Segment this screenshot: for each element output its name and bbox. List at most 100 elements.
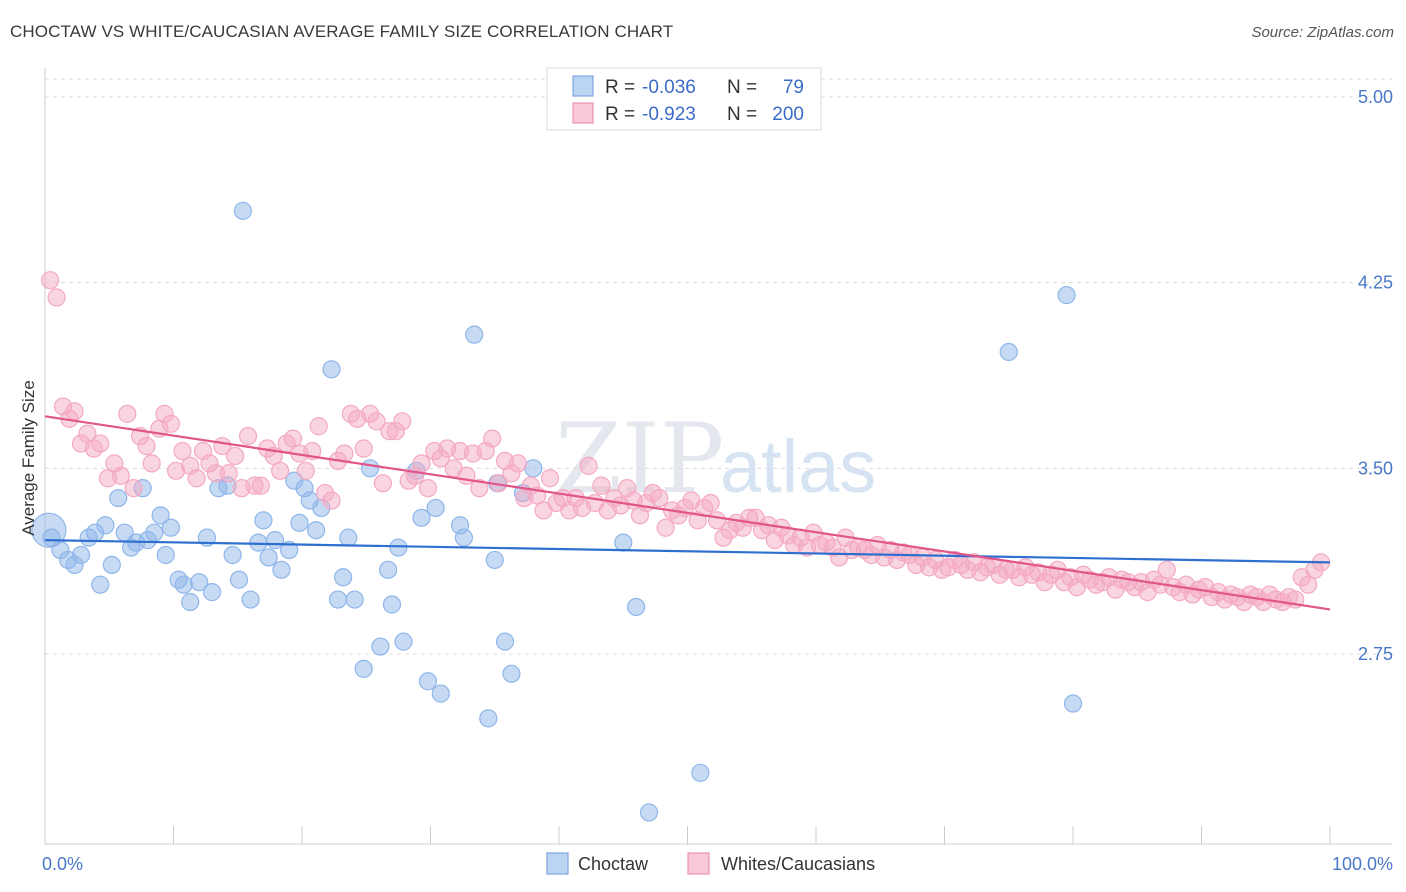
data-point bbox=[226, 446, 245, 466]
data-point bbox=[322, 360, 341, 379]
legend-n-value-choctaw: 79 bbox=[783, 77, 804, 98]
source-credit: Source: ZipAtlas.com bbox=[1251, 24, 1394, 41]
data-point bbox=[124, 479, 143, 498]
x-tick-label-left: 0.0% bbox=[42, 854, 83, 874]
legend-n-label-choctaw: N = bbox=[727, 77, 757, 98]
data-point bbox=[579, 456, 598, 475]
data-point bbox=[1063, 694, 1083, 713]
legend-r-label-choctaw: R = bbox=[605, 77, 635, 98]
data-point bbox=[142, 454, 161, 473]
data-point bbox=[161, 518, 181, 537]
data-point bbox=[339, 528, 358, 547]
data-point bbox=[354, 439, 373, 458]
data-point bbox=[241, 590, 260, 609]
data-point bbox=[373, 474, 393, 493]
bottom-legend-swatch-whites bbox=[687, 852, 710, 875]
data-point bbox=[495, 632, 515, 651]
y-tick-label: 5.00 bbox=[1358, 87, 1393, 107]
data-point bbox=[378, 560, 398, 579]
data-point bbox=[656, 518, 675, 537]
data-point bbox=[102, 555, 121, 574]
data-point bbox=[118, 404, 137, 423]
data-point bbox=[457, 466, 476, 485]
data-point bbox=[296, 461, 315, 480]
x-tick-label-right: 100.0% bbox=[1332, 854, 1393, 874]
data-point bbox=[418, 672, 438, 691]
data-point bbox=[426, 498, 445, 518]
data-point bbox=[465, 325, 484, 344]
data-point bbox=[639, 803, 659, 822]
legend-n-label-whites: N = bbox=[727, 104, 757, 125]
data-point bbox=[322, 491, 341, 510]
data-point bbox=[1157, 560, 1176, 579]
legend-swatch-choctaw bbox=[572, 75, 594, 97]
data-point bbox=[96, 516, 115, 535]
data-point bbox=[229, 570, 249, 589]
data-point bbox=[47, 288, 66, 307]
data-point bbox=[190, 573, 209, 592]
data-point bbox=[691, 763, 710, 782]
data-point bbox=[367, 412, 386, 431]
data-point bbox=[251, 476, 270, 495]
data-point-large bbox=[31, 512, 67, 548]
data-point bbox=[382, 595, 402, 614]
data-point bbox=[307, 521, 326, 540]
data-point bbox=[151, 506, 170, 525]
data-point bbox=[290, 513, 309, 532]
data-point bbox=[71, 545, 91, 565]
data-point bbox=[145, 523, 164, 542]
data-point bbox=[174, 575, 193, 594]
series-choctaw-points bbox=[42, 201, 1083, 822]
stats-legend: R = -0.036 N = 79 R = -0.923 N = 200 bbox=[546, 67, 822, 131]
y-tick-label: 2.75 bbox=[1358, 644, 1393, 664]
data-point bbox=[280, 540, 299, 560]
data-point bbox=[354, 659, 373, 678]
data-point bbox=[334, 568, 353, 587]
data-point bbox=[137, 436, 156, 456]
data-point bbox=[259, 548, 278, 567]
data-point bbox=[272, 560, 291, 579]
bottom-legend-label-choctaw: Choctaw bbox=[578, 854, 649, 874]
data-point bbox=[701, 493, 720, 513]
legend-r-value-choctaw: -0.036 bbox=[642, 77, 696, 98]
data-point bbox=[508, 454, 527, 473]
watermark-atlas: atlas bbox=[720, 425, 876, 508]
data-point bbox=[219, 464, 238, 483]
data-point bbox=[1057, 285, 1076, 305]
data-point bbox=[394, 632, 413, 651]
data-point bbox=[540, 469, 560, 488]
data-point bbox=[91, 575, 110, 594]
legend-r-value-whites: -0.923 bbox=[642, 104, 696, 125]
data-point bbox=[65, 402, 84, 421]
y-tick-label: 3.50 bbox=[1358, 458, 1393, 478]
data-point bbox=[389, 538, 408, 557]
data-point bbox=[173, 441, 192, 461]
bottom-legend-label-whites: Whites/Caucasians bbox=[721, 854, 875, 874]
data-point bbox=[254, 511, 273, 530]
data-point bbox=[223, 545, 242, 565]
data-point bbox=[524, 459, 543, 478]
data-point bbox=[999, 342, 1018, 362]
series-legend: Choctaw Whites/Caucasians bbox=[546, 852, 875, 875]
data-point bbox=[361, 459, 380, 478]
data-point bbox=[614, 533, 633, 552]
data-point bbox=[111, 466, 130, 485]
data-point bbox=[412, 454, 431, 473]
bottom-legend-swatch-choctaw bbox=[546, 852, 569, 875]
y-axis-title: Average Family Size bbox=[19, 380, 38, 536]
data-point bbox=[470, 479, 489, 498]
data-point bbox=[345, 590, 364, 609]
data-point bbox=[233, 201, 252, 220]
data-point bbox=[249, 533, 268, 552]
legend-r-label-whites: R = bbox=[605, 104, 635, 125]
y-tick-label: 4.25 bbox=[1358, 273, 1393, 293]
data-point bbox=[393, 412, 412, 431]
data-point bbox=[479, 709, 498, 728]
data-point bbox=[156, 545, 175, 565]
trend-line-choctaw bbox=[44, 539, 1331, 564]
data-point bbox=[181, 592, 200, 612]
data-point bbox=[502, 664, 521, 683]
data-point bbox=[41, 271, 60, 290]
data-point bbox=[161, 414, 181, 433]
